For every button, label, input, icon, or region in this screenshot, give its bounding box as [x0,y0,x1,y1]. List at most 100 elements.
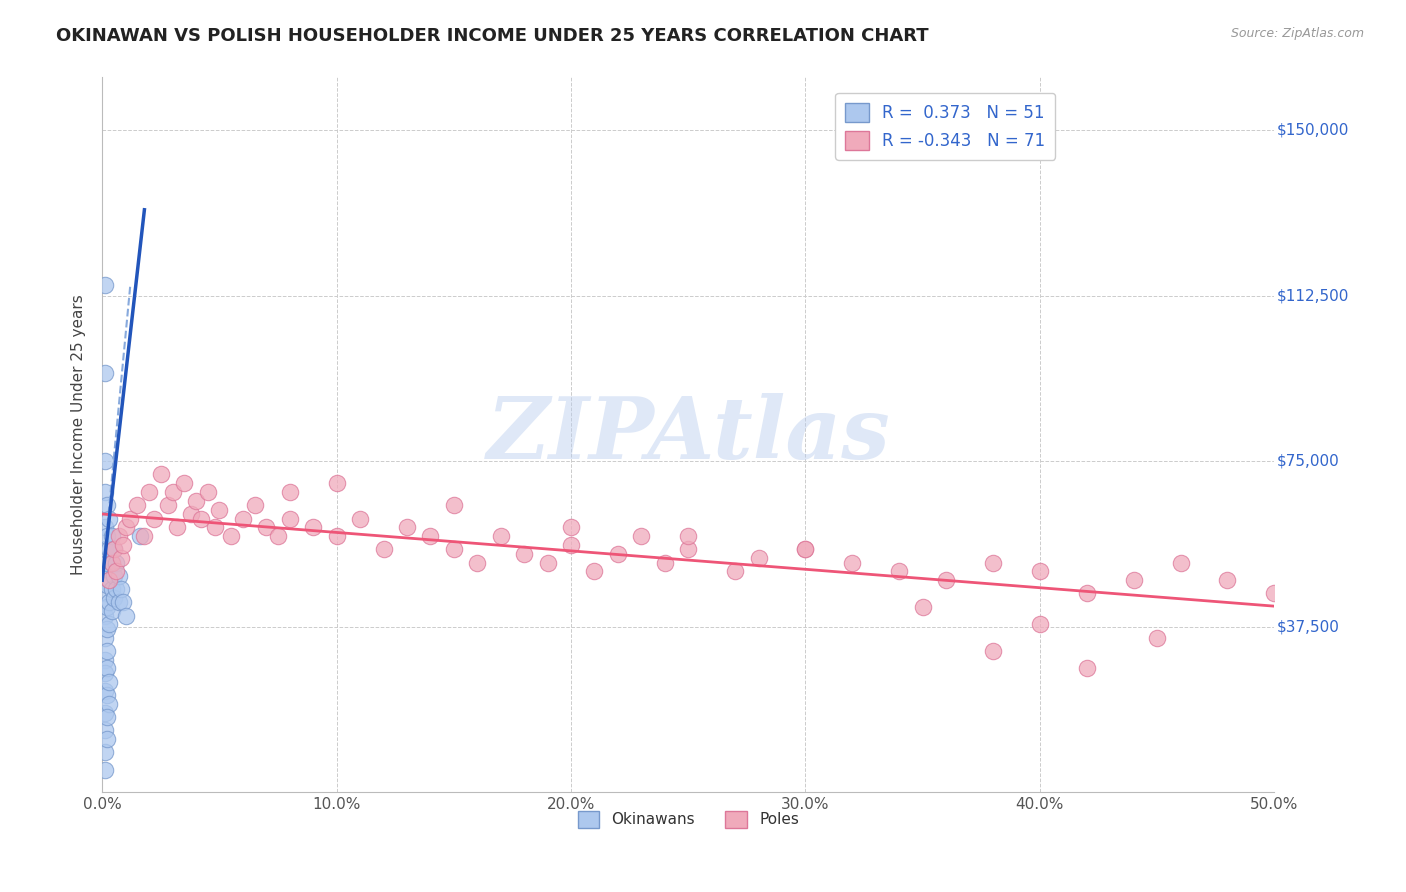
Point [93,763,115,777]
Point [232,511,254,525]
Point [606,547,628,561]
Text: ZIPAtlas: ZIPAtlas [486,393,890,476]
Point [107,595,129,609]
Point [536,556,558,570]
Point [678,529,700,543]
Point [794,542,817,557]
Point [107,529,129,543]
Point [184,494,207,508]
Legend: Okinawans, Poles: Okinawans, Poles [571,805,806,834]
Point [93,366,115,380]
Point [96,498,118,512]
Point [93,565,115,579]
Text: $75,000: $75,000 [1277,454,1340,468]
Point [96,732,118,747]
Point [96,710,118,724]
Point [724,565,747,579]
Point [267,529,290,543]
Point [395,520,418,534]
Point [889,565,911,579]
Point [128,529,150,543]
Point [302,520,325,534]
Point [96,599,118,614]
Point [513,547,536,561]
Point [173,476,195,491]
Point [98,674,121,689]
Point [120,511,142,525]
Point [103,591,125,605]
Point [105,556,128,570]
Point [98,574,121,588]
Point [935,574,957,588]
Point [96,644,118,658]
Point [93,608,115,623]
Point [489,529,512,543]
Point [1146,631,1168,645]
Point [278,511,301,525]
Point [93,520,115,534]
Text: OKINAWAN VS POLISH HOUSEHOLDER INCOME UNDER 25 YEARS CORRELATION CHART: OKINAWAN VS POLISH HOUSEHOLDER INCOME UN… [56,27,929,45]
Point [98,595,121,609]
Point [1076,586,1098,600]
Text: $112,500: $112,500 [1277,288,1348,303]
Point [325,529,347,543]
Point [100,529,122,543]
Point [149,467,172,482]
Point [142,511,165,525]
Point [748,551,770,566]
Text: Source: ZipAtlas.com: Source: ZipAtlas.com [1230,27,1364,40]
Point [1122,574,1144,588]
Point [127,498,149,512]
Point [138,485,160,500]
Point [654,556,676,570]
Point [96,688,118,702]
Point [419,529,441,543]
Point [93,542,115,557]
Point [103,542,125,557]
Point [98,511,121,525]
Point [98,697,121,711]
Point [1216,574,1239,588]
Point [219,529,242,543]
Point [162,485,184,500]
Point [98,574,121,588]
Point [911,599,934,614]
Point [93,723,115,738]
Point [93,586,115,600]
Point [93,631,115,645]
Point [112,595,135,609]
Point [112,538,135,552]
Point [98,542,121,557]
Point [110,582,132,596]
Point [443,542,465,557]
Point [560,538,582,552]
Point [1263,586,1285,600]
Point [325,476,347,491]
Point [93,277,115,292]
Point [98,617,121,632]
Point [349,511,371,525]
Point [794,542,817,557]
Point [100,582,122,596]
Point [190,511,212,525]
Point [93,683,115,698]
Point [1029,617,1052,632]
Point [678,542,700,557]
Point [630,529,652,543]
Point [254,520,277,534]
Point [465,556,488,570]
Point [96,577,118,591]
Point [96,661,118,675]
Point [100,604,122,618]
Point [981,644,1004,658]
Point [134,529,156,543]
Point [96,529,118,543]
Point [96,556,118,570]
Point [243,498,266,512]
Point [180,507,202,521]
Point [100,556,122,570]
Y-axis label: Householder Income Under 25 years: Householder Income Under 25 years [72,294,86,575]
Point [114,608,136,623]
Point [96,622,118,636]
Point [93,706,115,720]
